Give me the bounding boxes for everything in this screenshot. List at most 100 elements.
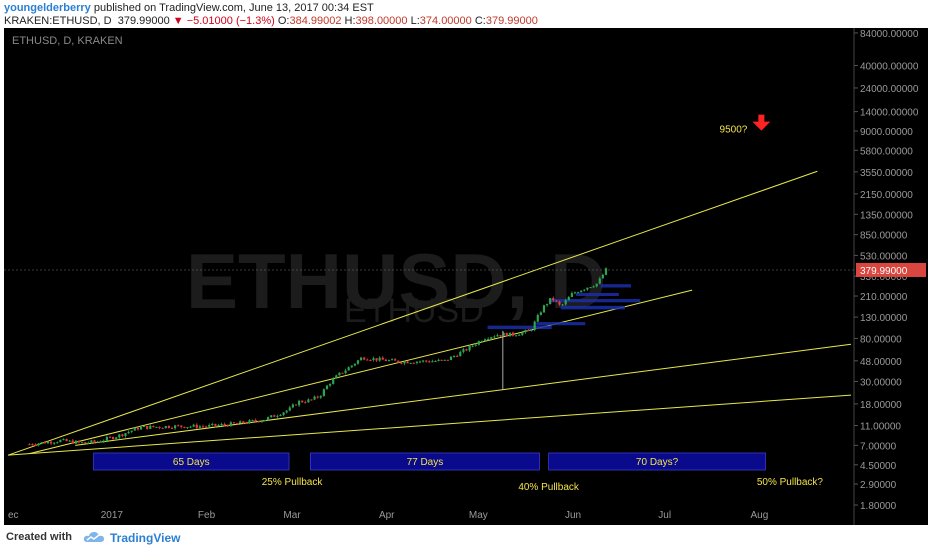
candle-body [127, 431, 130, 434]
candle-body [105, 437, 108, 441]
candle-body [65, 439, 68, 442]
candle-body [96, 441, 99, 443]
candle-body [350, 365, 353, 368]
candle-body [480, 341, 484, 343]
candle-body [403, 361, 406, 364]
candle-body [158, 426, 161, 428]
candle-body [496, 335, 499, 337]
candle-body [189, 426, 192, 428]
y-tick-label: 4.50000 [860, 461, 897, 472]
candle-body [390, 359, 394, 361]
duration-box [309, 452, 540, 471]
publish-date: published on TradingView.com, June 13, 2… [93, 2, 374, 14]
candle-body [508, 332, 511, 337]
candle-body [586, 287, 589, 290]
trendline [29, 289, 693, 455]
candle-body [353, 363, 356, 366]
candle-body [59, 439, 62, 443]
candle-body [524, 330, 527, 333]
y-tick-label: 11.00000 [860, 422, 901, 433]
candle-body [474, 344, 477, 346]
candle-body [307, 399, 310, 403]
candle-body [161, 427, 164, 429]
chart-header: youngelderberry published on TradingView… [0, 0, 932, 30]
symbol-name: KRAKEN:ETHUSD, D [4, 15, 112, 27]
author-link[interactable]: youngelderberry [4, 2, 91, 14]
candle-body [372, 358, 375, 361]
support-zone [487, 325, 552, 330]
candle-body [102, 440, 105, 442]
x-tick-label: Feb [198, 510, 216, 521]
chart-area[interactable]: ETHUSD, D ETHUSD ETHUSD, D, KRAKEN 84000.00… [4, 28, 928, 525]
candle-body [77, 440, 81, 443]
duration-label: 65 Days [173, 457, 210, 468]
candle-body [297, 400, 301, 406]
chart-background [4, 28, 928, 525]
candle-body [465, 349, 468, 351]
candle-body [266, 417, 270, 421]
candle-body [273, 415, 276, 417]
candle-body [406, 361, 409, 364]
ohlc-close: 379.99000 [485, 15, 538, 27]
candle-body [80, 442, 84, 444]
last-price-label: 379.99000 [860, 266, 908, 277]
candle-body [198, 426, 201, 428]
candle-body [173, 425, 177, 429]
candle-body [415, 361, 418, 363]
candle-body [561, 304, 564, 306]
trendline [7, 394, 852, 456]
ohlc-close-label: C: [474, 15, 486, 27]
candle-body [521, 332, 524, 335]
candle-body [487, 338, 490, 340]
candle-body [452, 355, 456, 357]
candle-body [328, 383, 332, 386]
pullback-label: 50% Pullback? [757, 477, 824, 488]
candle-body [555, 300, 558, 302]
candle-body [121, 434, 124, 437]
candle-body [164, 426, 167, 429]
duration-box [548, 452, 766, 471]
candle-body [412, 362, 415, 364]
target-label: 9500? [720, 125, 748, 136]
x-tick-label: Mar [283, 510, 301, 521]
candle-body [177, 425, 180, 427]
candle-body [549, 297, 552, 305]
x-tick-label: 2017 [101, 510, 124, 521]
candle-body [387, 360, 391, 362]
candle-body [208, 424, 211, 427]
candle-body [46, 441, 50, 444]
candle-body [545, 304, 549, 306]
candle-body [201, 426, 205, 428]
y-tick-label: 5800.00000 [860, 146, 913, 157]
candle-body [375, 358, 378, 361]
candle-body [288, 407, 291, 411]
candle-body [319, 395, 322, 398]
chart-title: ETHUSD, D, KRAKEN [12, 35, 123, 47]
ohlc-open: 384.99002 [289, 15, 342, 27]
candle-body [400, 362, 403, 364]
candle-body [183, 426, 186, 428]
candle-body [604, 268, 608, 275]
candle-body [558, 301, 561, 305]
candle-body [564, 300, 567, 305]
candle-body [397, 360, 400, 363]
candle-body [332, 378, 335, 384]
duration-label: 70 Days? [636, 457, 679, 468]
tradingview-brand[interactable]: TradingView [110, 531, 181, 545]
candle-body [217, 425, 220, 427]
candle-body [335, 375, 338, 379]
candle-body [211, 423, 214, 425]
candle-body [139, 426, 143, 430]
candle-body [502, 332, 505, 336]
watermark-symbol-small: ETHUSD [344, 292, 484, 330]
candle-body [270, 415, 273, 418]
candle-body [99, 441, 102, 443]
candle-body [245, 423, 248, 425]
candle-body [552, 297, 555, 301]
candle-body [601, 274, 604, 279]
candle-body [483, 339, 487, 342]
candle-body [111, 437, 115, 440]
symbol-info: KRAKEN:ETHUSD, D 379.99000 ▼ −5.01000 (−… [4, 15, 538, 28]
candle-body [356, 360, 360, 364]
